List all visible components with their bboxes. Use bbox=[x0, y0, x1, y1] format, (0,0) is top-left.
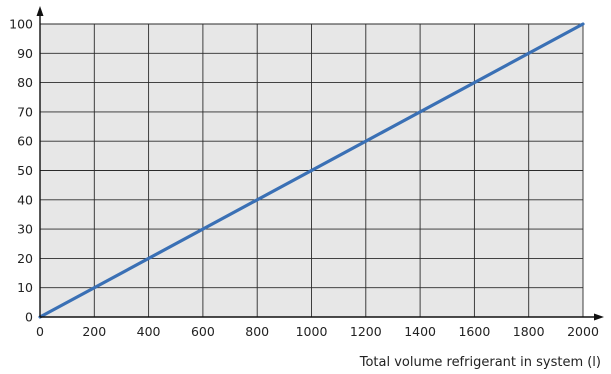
x-tick-label: 800 bbox=[245, 324, 269, 339]
x-axis-title: Total volume refrigerant in system (l) bbox=[359, 355, 601, 370]
x-tick-label: 0 bbox=[36, 324, 44, 339]
x-tick-label: 1200 bbox=[350, 324, 382, 339]
y-tick-label: 80 bbox=[17, 75, 33, 90]
x-tick-label: 2000 bbox=[567, 324, 599, 339]
y-tick-label: 0 bbox=[25, 310, 33, 325]
x-tick-labels: 0 200 400 600 800 1000 1200 1400 1600 1800 2000 bbox=[36, 324, 599, 339]
y-tick-label: 70 bbox=[17, 104, 33, 119]
series-layer bbox=[38, 22, 585, 319]
x-tick-label: 400 bbox=[137, 324, 161, 339]
axes bbox=[36, 6, 604, 321]
y-tick-label: 60 bbox=[17, 134, 33, 149]
x-axis-arrow-icon bbox=[594, 313, 604, 321]
y-tick-label: 30 bbox=[17, 222, 33, 237]
y-tick-label: 100 bbox=[9, 17, 33, 32]
series-line bbox=[38, 22, 585, 319]
y-tick-label: 50 bbox=[17, 163, 33, 178]
x-tick-label: 1800 bbox=[513, 324, 545, 339]
y-tick-label: 90 bbox=[17, 46, 33, 61]
x-tick-label: 600 bbox=[191, 324, 215, 339]
x-tick-label: 1400 bbox=[404, 324, 436, 339]
x-tick-label: 1000 bbox=[296, 324, 328, 339]
y-tick-labels: 0 10 20 30 40 50 60 70 80 90 100 bbox=[9, 17, 33, 325]
y-tick-label: 10 bbox=[17, 280, 33, 295]
x-tick-label: 200 bbox=[82, 324, 106, 339]
x-tick-label: 1600 bbox=[458, 324, 490, 339]
y-tick-label: 40 bbox=[17, 192, 33, 207]
y-axis-arrow-icon bbox=[36, 6, 44, 16]
y-tick-label: 20 bbox=[17, 251, 33, 266]
